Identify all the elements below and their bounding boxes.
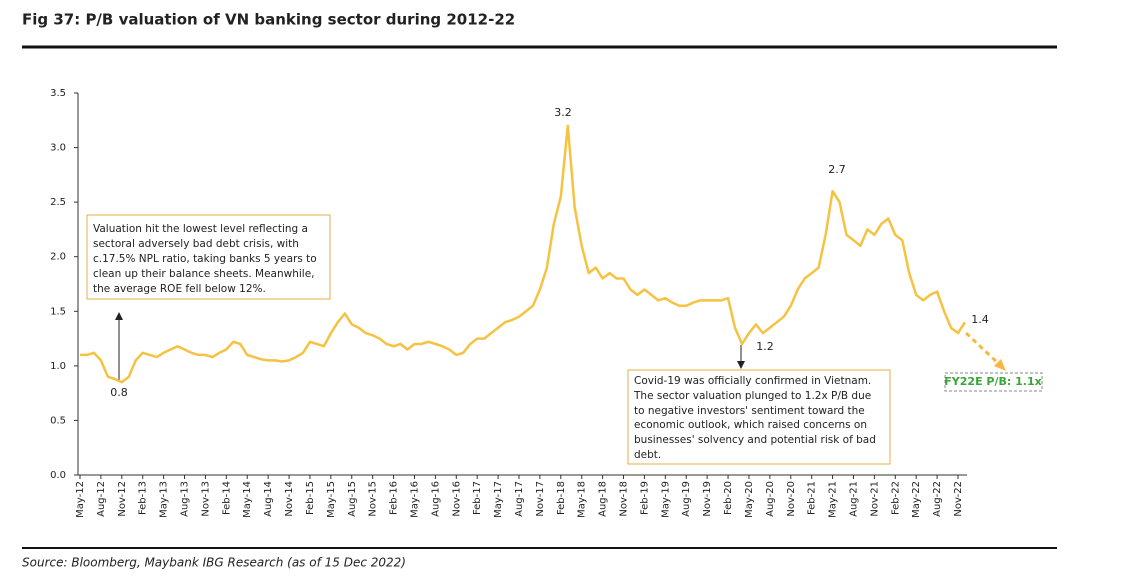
x-tick-label: May-16: [409, 481, 420, 518]
x-tick-label: Feb-13: [138, 481, 149, 515]
x-tick-label: May-15: [326, 481, 337, 518]
x-tick-label: Aug-22: [932, 481, 943, 517]
x-tick-label: May-21: [828, 481, 839, 518]
x-tick-label: Nov-14: [284, 481, 295, 517]
x-tick-label: May-19: [660, 481, 671, 518]
x-tick-label: Feb-14: [221, 481, 232, 515]
y-tick-label: 0.0: [50, 470, 66, 481]
annotation: sectoral adversely bad debt crisis, with: [93, 238, 299, 250]
y-tick-label: 3.5: [50, 88, 66, 99]
x-tick-label: May-13: [159, 481, 170, 518]
x-tick-label: Nov-15: [368, 481, 379, 517]
forecast-box: [944, 372, 1043, 392]
annotation: economic outlook, which raised concerns …: [634, 419, 867, 431]
arrow-head: [994, 359, 1006, 371]
annotation-box: [86, 214, 331, 300]
source: Source: Bloomberg, Maybank IBG Research …: [22, 556, 406, 570]
x-tick-label: Aug-17: [514, 481, 525, 517]
x-tick-label: Aug-14: [263, 481, 274, 517]
x-tick-label: Nov-17: [535, 481, 546, 517]
x-tick-label: Aug-18: [598, 481, 609, 517]
x-tick-label: Feb-18: [556, 481, 567, 515]
y-tick-label: 1.5: [50, 306, 66, 317]
x-tick-label: Feb-20: [723, 481, 734, 515]
x-tick-label: Nov-16: [451, 481, 462, 517]
annotation-box: [627, 369, 891, 465]
x-tick-label: Aug-20: [765, 481, 776, 517]
annotation: clean up their balance sheets. Meanwhile…: [93, 268, 315, 280]
x-tick-label: Nov-18: [619, 481, 630, 517]
point-label: 1.4: [971, 313, 989, 326]
arrow-head: [115, 312, 123, 320]
y-tick-label: 3.0: [50, 143, 66, 154]
x-tick-label: May-20: [744, 481, 755, 518]
annotation: the average ROE fell below 12%.: [93, 283, 266, 295]
x-tick-label: Nov-13: [200, 481, 211, 517]
x-tick-label: Nov-21: [869, 481, 880, 517]
x-tick-label: May-22: [911, 481, 922, 518]
annotation: debt.: [634, 449, 661, 461]
x-tick-label: May-18: [577, 481, 588, 518]
arrow-head: [737, 361, 745, 369]
chart-title: Fig 37: P/B valuation of VN banking sect…: [22, 11, 515, 29]
x-tick-label: Aug-16: [430, 481, 441, 517]
x-tick-label: Feb-22: [890, 481, 901, 515]
point-label: 0.8: [110, 386, 128, 399]
x-tick-label: May-17: [493, 481, 504, 518]
x-tick-label: Nov-12: [117, 481, 128, 517]
x-tick-label: Aug-13: [180, 481, 191, 517]
x-tick-label: Feb-16: [389, 481, 400, 515]
x-tick-label: Feb-19: [639, 481, 650, 515]
x-tick-label: Feb-15: [305, 481, 316, 515]
x-tick-label: May-12: [75, 481, 86, 518]
x-tick-label: Nov-19: [702, 481, 713, 517]
x-tick-label: Aug-21: [848, 481, 859, 517]
annotation: to negative investors' sentiment toward …: [634, 405, 865, 417]
x-tick-label: Aug-12: [96, 481, 107, 517]
y-tick-label: 2.0: [50, 252, 66, 263]
point-label: 1.2: [756, 340, 774, 353]
x-tick-label: Aug-15: [347, 481, 358, 517]
price-to-book-line: [80, 124, 967, 384]
y-tick-label: 0.5: [50, 415, 66, 426]
forecast-arrow: [964, 331, 1002, 367]
annotation: businesses' solvency and potential risk …: [634, 434, 876, 446]
annotation: The sector valuation plunged to 1.2x P/B…: [633, 390, 871, 402]
forecast-label: FY22E P/B: 1.1x: [944, 375, 1041, 388]
y-tick-label: 2.5: [50, 197, 66, 208]
annotation: Covid-19 was officially confirmed in Vie…: [634, 375, 871, 387]
x-tick-label: Aug-19: [681, 481, 692, 517]
x-tick-label: May-14: [242, 481, 253, 518]
x-tick-label: Feb-21: [807, 481, 818, 515]
x-tick-label: Nov-22: [953, 481, 964, 517]
annotation: Valuation hit the lowest level reflectin…: [93, 223, 308, 235]
x-tick-label: Feb-17: [472, 481, 483, 515]
point-label: 3.2: [554, 106, 572, 119]
annotation: c.17.5% NPL ratio, taking banks 5 years …: [93, 253, 317, 265]
point-label: 2.7: [828, 163, 846, 176]
y-tick-label: 1.0: [50, 361, 66, 372]
x-tick-label: Nov-20: [786, 481, 797, 517]
